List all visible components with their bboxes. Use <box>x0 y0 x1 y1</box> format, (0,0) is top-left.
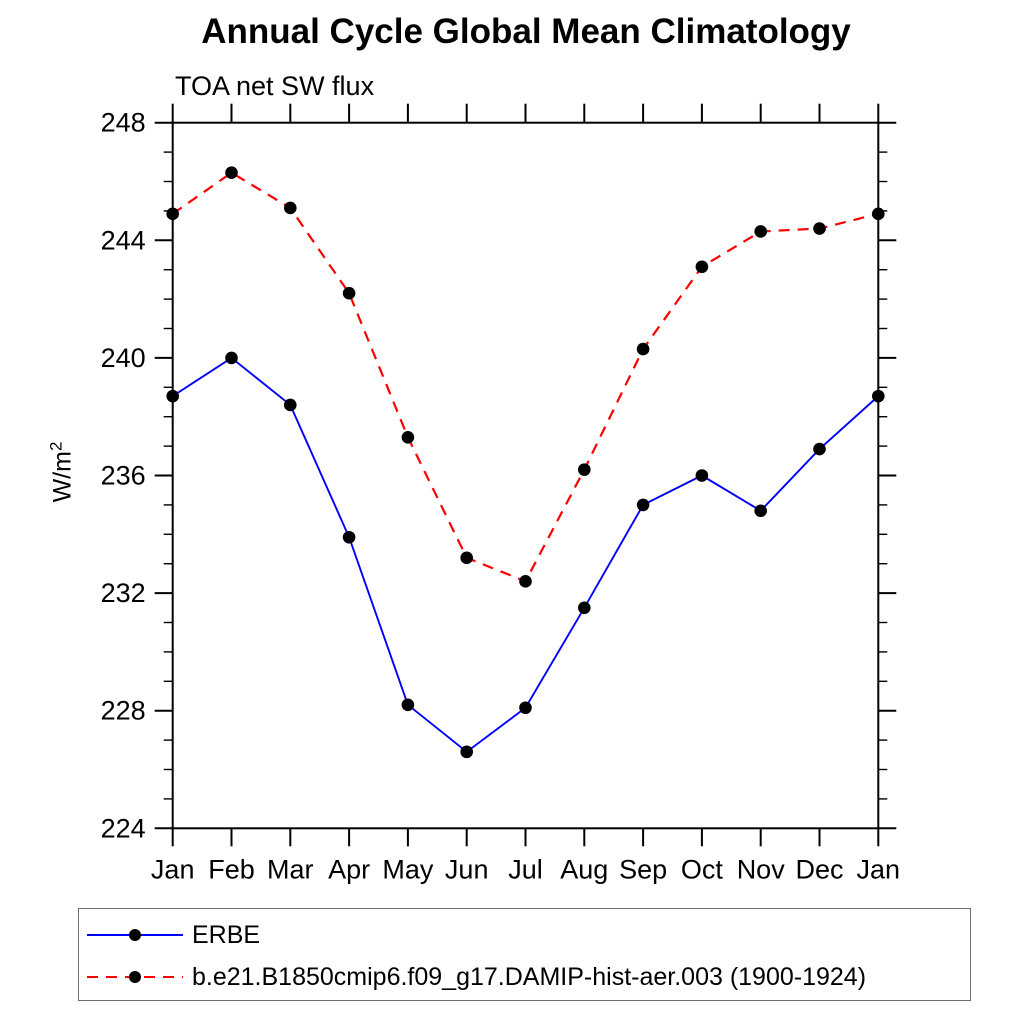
chart-title: Annual Cycle Global Mean Climatology <box>201 12 851 51</box>
legend-line-sample-model <box>87 971 183 983</box>
legend-item-model: b.e21.B1850cmip6.f09_g17.DAMIP-hist-aer.… <box>85 962 867 991</box>
data-point-marker <box>519 701 532 715</box>
series-line-model <box>172 171 879 583</box>
plot-frame <box>171 121 880 830</box>
data-point-marker <box>401 698 415 712</box>
legend-sample-marker <box>129 971 141 983</box>
data-point-marker <box>460 745 474 759</box>
x-tick-label: Aug <box>560 854 608 884</box>
data-point-marker <box>813 222 826 235</box>
data-point-marker <box>401 430 415 444</box>
y-tick-label: 232 <box>101 578 146 608</box>
series-line-erbe <box>172 356 879 754</box>
chart-subtitle: TOA net SW flux <box>175 71 375 101</box>
legend-label-erbe: ERBE <box>192 920 261 949</box>
legend-item-erbe: ERBE <box>85 920 261 949</box>
y-tick-label: 228 <box>101 696 146 726</box>
x-tick-label: Apr <box>328 854 370 884</box>
legend-line-sample-erbe <box>87 929 183 941</box>
data-point-marker <box>225 166 238 179</box>
legend: ERBE b.e21.B1850cmip6.f09_g17.DAMIP-hist… <box>78 908 971 1001</box>
x-tick-label: Nov <box>737 854 786 884</box>
data-point-marker <box>754 504 767 518</box>
data-point-marker <box>578 601 591 615</box>
data-point-marker <box>695 260 709 274</box>
data-point-marker <box>519 575 532 588</box>
legend-label-model: b.e21.B1850cmip6.f09_g17.DAMIP-hist-aer.… <box>192 962 867 991</box>
x-tick-label: Feb <box>208 854 255 884</box>
data-point-marker <box>578 463 591 476</box>
data-point-marker <box>166 207 179 221</box>
x-tick-label: May <box>382 854 434 884</box>
x-tick-label: Oct <box>681 854 724 884</box>
x-tick-label: Dec <box>795 854 843 884</box>
data-point-marker <box>225 351 238 365</box>
y-tick-label: 236 <box>101 461 146 491</box>
data-point-marker <box>284 398 297 412</box>
x-tick-label: Sep <box>619 854 667 884</box>
data-point-marker <box>342 530 356 544</box>
y-tick-label: 240 <box>101 343 146 373</box>
data-point-marker <box>460 551 474 565</box>
x-tick-label: Jan <box>857 854 901 884</box>
x-tick-label: Jan <box>151 854 195 884</box>
data-point-marker <box>695 469 709 482</box>
data-point-marker <box>813 442 826 456</box>
data-point-marker <box>872 389 885 403</box>
x-tick-label: Jun <box>445 854 489 884</box>
x-tick-label: Mar <box>267 854 314 884</box>
data-point-marker <box>342 286 356 300</box>
y-tick-label: 244 <box>101 225 146 255</box>
data-point-marker <box>636 498 650 512</box>
data-point-marker <box>872 207 885 221</box>
data-point-marker <box>636 342 650 356</box>
data-point-marker <box>754 225 767 238</box>
x-tick-label: Jul <box>508 854 543 884</box>
data-point-marker <box>166 389 179 403</box>
legend-sample-marker <box>129 929 141 941</box>
y-tick-label: 224 <box>101 813 146 843</box>
y-tick-label: 248 <box>101 108 146 138</box>
data-point-marker <box>284 201 297 215</box>
